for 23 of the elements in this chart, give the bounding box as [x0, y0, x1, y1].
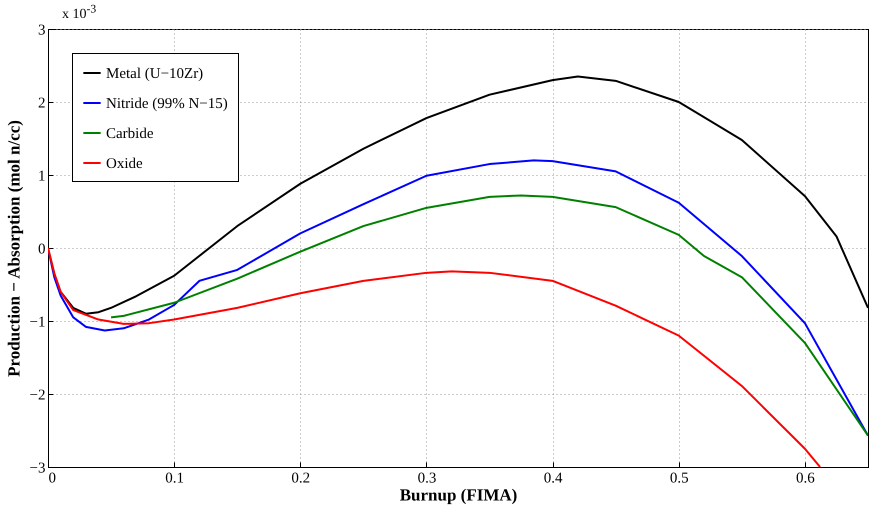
y-tick-label: −1 — [30, 314, 46, 330]
x-tick-label: 0.2 — [291, 470, 310, 486]
legend-label: Carbide — [106, 126, 154, 142]
y-tick-label: 1 — [38, 168, 46, 184]
x-tick-label: 0 — [48, 470, 56, 486]
y-tick-label: 3 — [38, 22, 46, 38]
legend-label: Metal (U−10Zr) — [106, 66, 204, 82]
y-tick-label: −2 — [30, 388, 46, 404]
x-tick-label: 0.5 — [670, 470, 689, 486]
y-axis-title: Production − Absorption (mol n/cc) — [4, 120, 24, 377]
legend-label: Oxide — [106, 156, 143, 172]
x-tick-label: 0.6 — [796, 470, 816, 486]
x-tick-label: 0.3 — [418, 470, 436, 486]
x-axis-title: Burnup (FIMA) — [400, 486, 518, 504]
y-tick-label: 0 — [38, 242, 46, 258]
x-tick-label: 0.1 — [165, 470, 184, 486]
y-tick-label: 2 — [38, 96, 46, 112]
x-tick-label: 0.4 — [544, 470, 563, 486]
line-series — [48, 247, 822, 467]
text: x 10$^{-3}$ — [62, 2, 96, 22]
line-series — [110, 194, 868, 437]
y-tick-label: −3 — [30, 460, 46, 476]
legend-label: Nitride (99% N−15) — [106, 96, 228, 112]
